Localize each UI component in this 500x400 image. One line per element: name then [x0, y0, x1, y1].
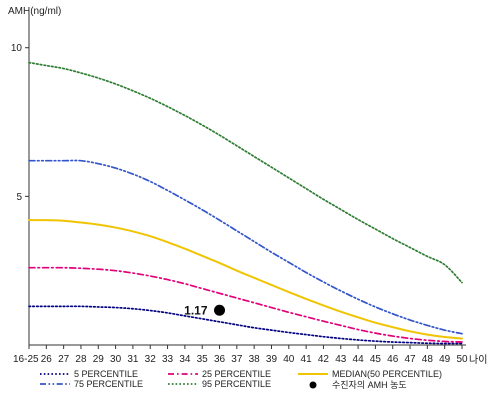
x-tick-label: 33 — [162, 354, 174, 365]
x-tick-label: 16-25 — [13, 354, 39, 365]
x-tick-label: 39 — [266, 354, 278, 365]
x-tick-label: 41 — [301, 354, 313, 365]
series-line-75-percentile — [28, 159, 463, 335]
y-tick-label: 10 — [11, 43, 23, 54]
legend-label: 25 PERCENTILE — [202, 369, 271, 379]
x-tick-label: 45 — [370, 354, 382, 365]
x-tick-label: 48 — [422, 354, 434, 365]
x-tick-label: 50 — [456, 354, 468, 365]
legend-label: 수진자의 AMH 농도 — [332, 380, 407, 390]
patient-amh-marker — [214, 304, 226, 316]
x-tick-label: 28 — [75, 354, 87, 365]
series-lines — [28, 61, 463, 345]
x-tick-label: 47 — [404, 354, 416, 365]
x-tick-label: 32 — [145, 354, 157, 365]
x-tick-label: 46 — [387, 354, 399, 365]
marker-group: 1.17 — [184, 304, 226, 318]
x-tick-label: 29 — [93, 354, 105, 365]
y-axis-title: AMH(ng/ml) — [8, 6, 61, 17]
x-tick-label: 44 — [353, 354, 365, 365]
legend-label: MEDIAN(50 PERCENTILE) — [332, 369, 442, 379]
legend-label: 95 PERCENTILE — [202, 379, 271, 389]
x-tick-label: 40 — [283, 354, 295, 365]
y-tick-label: 5 — [16, 192, 22, 203]
legend-label: 5 PERCENTILE — [74, 369, 138, 379]
x-tick-label: 31 — [127, 354, 139, 365]
x-tick-label: 37 — [231, 354, 243, 365]
x-tick-label: 38 — [249, 354, 261, 365]
series-line-25-percentile — [28, 266, 463, 343]
x-tick-label: 34 — [179, 354, 191, 365]
x-tick-label: 30 — [110, 354, 122, 365]
legend-label: 75 PERCENTILE — [74, 379, 143, 389]
series-line-median-50-percentile — [28, 219, 463, 340]
x-tick-label: 42 — [318, 354, 330, 365]
legend-marker-dot — [309, 381, 317, 389]
x-tick-label: 49 — [439, 354, 451, 365]
axes: 5 10 16-25 26 27 28 29 30 31 32 33 34 35 36 37 38 39 40 41… — [11, 14, 468, 365]
x-tick-label: 36 — [214, 354, 226, 365]
patient-amh-value-label: 1.17 — [184, 304, 208, 318]
x-tick-label: 27 — [58, 354, 70, 365]
series-line-5-percentile — [28, 305, 463, 345]
legend: 5 PERCENTILE 25 PERCENTILE MEDIAN(50 PERCE… — [40, 369, 442, 390]
x-tick-label: 43 — [335, 354, 347, 365]
series-line-95-percentile — [28, 61, 463, 284]
x-tick-label: 35 — [197, 354, 209, 365]
x-axis-title: 나이 — [469, 354, 487, 366]
x-tick-label: 26 — [41, 354, 53, 365]
